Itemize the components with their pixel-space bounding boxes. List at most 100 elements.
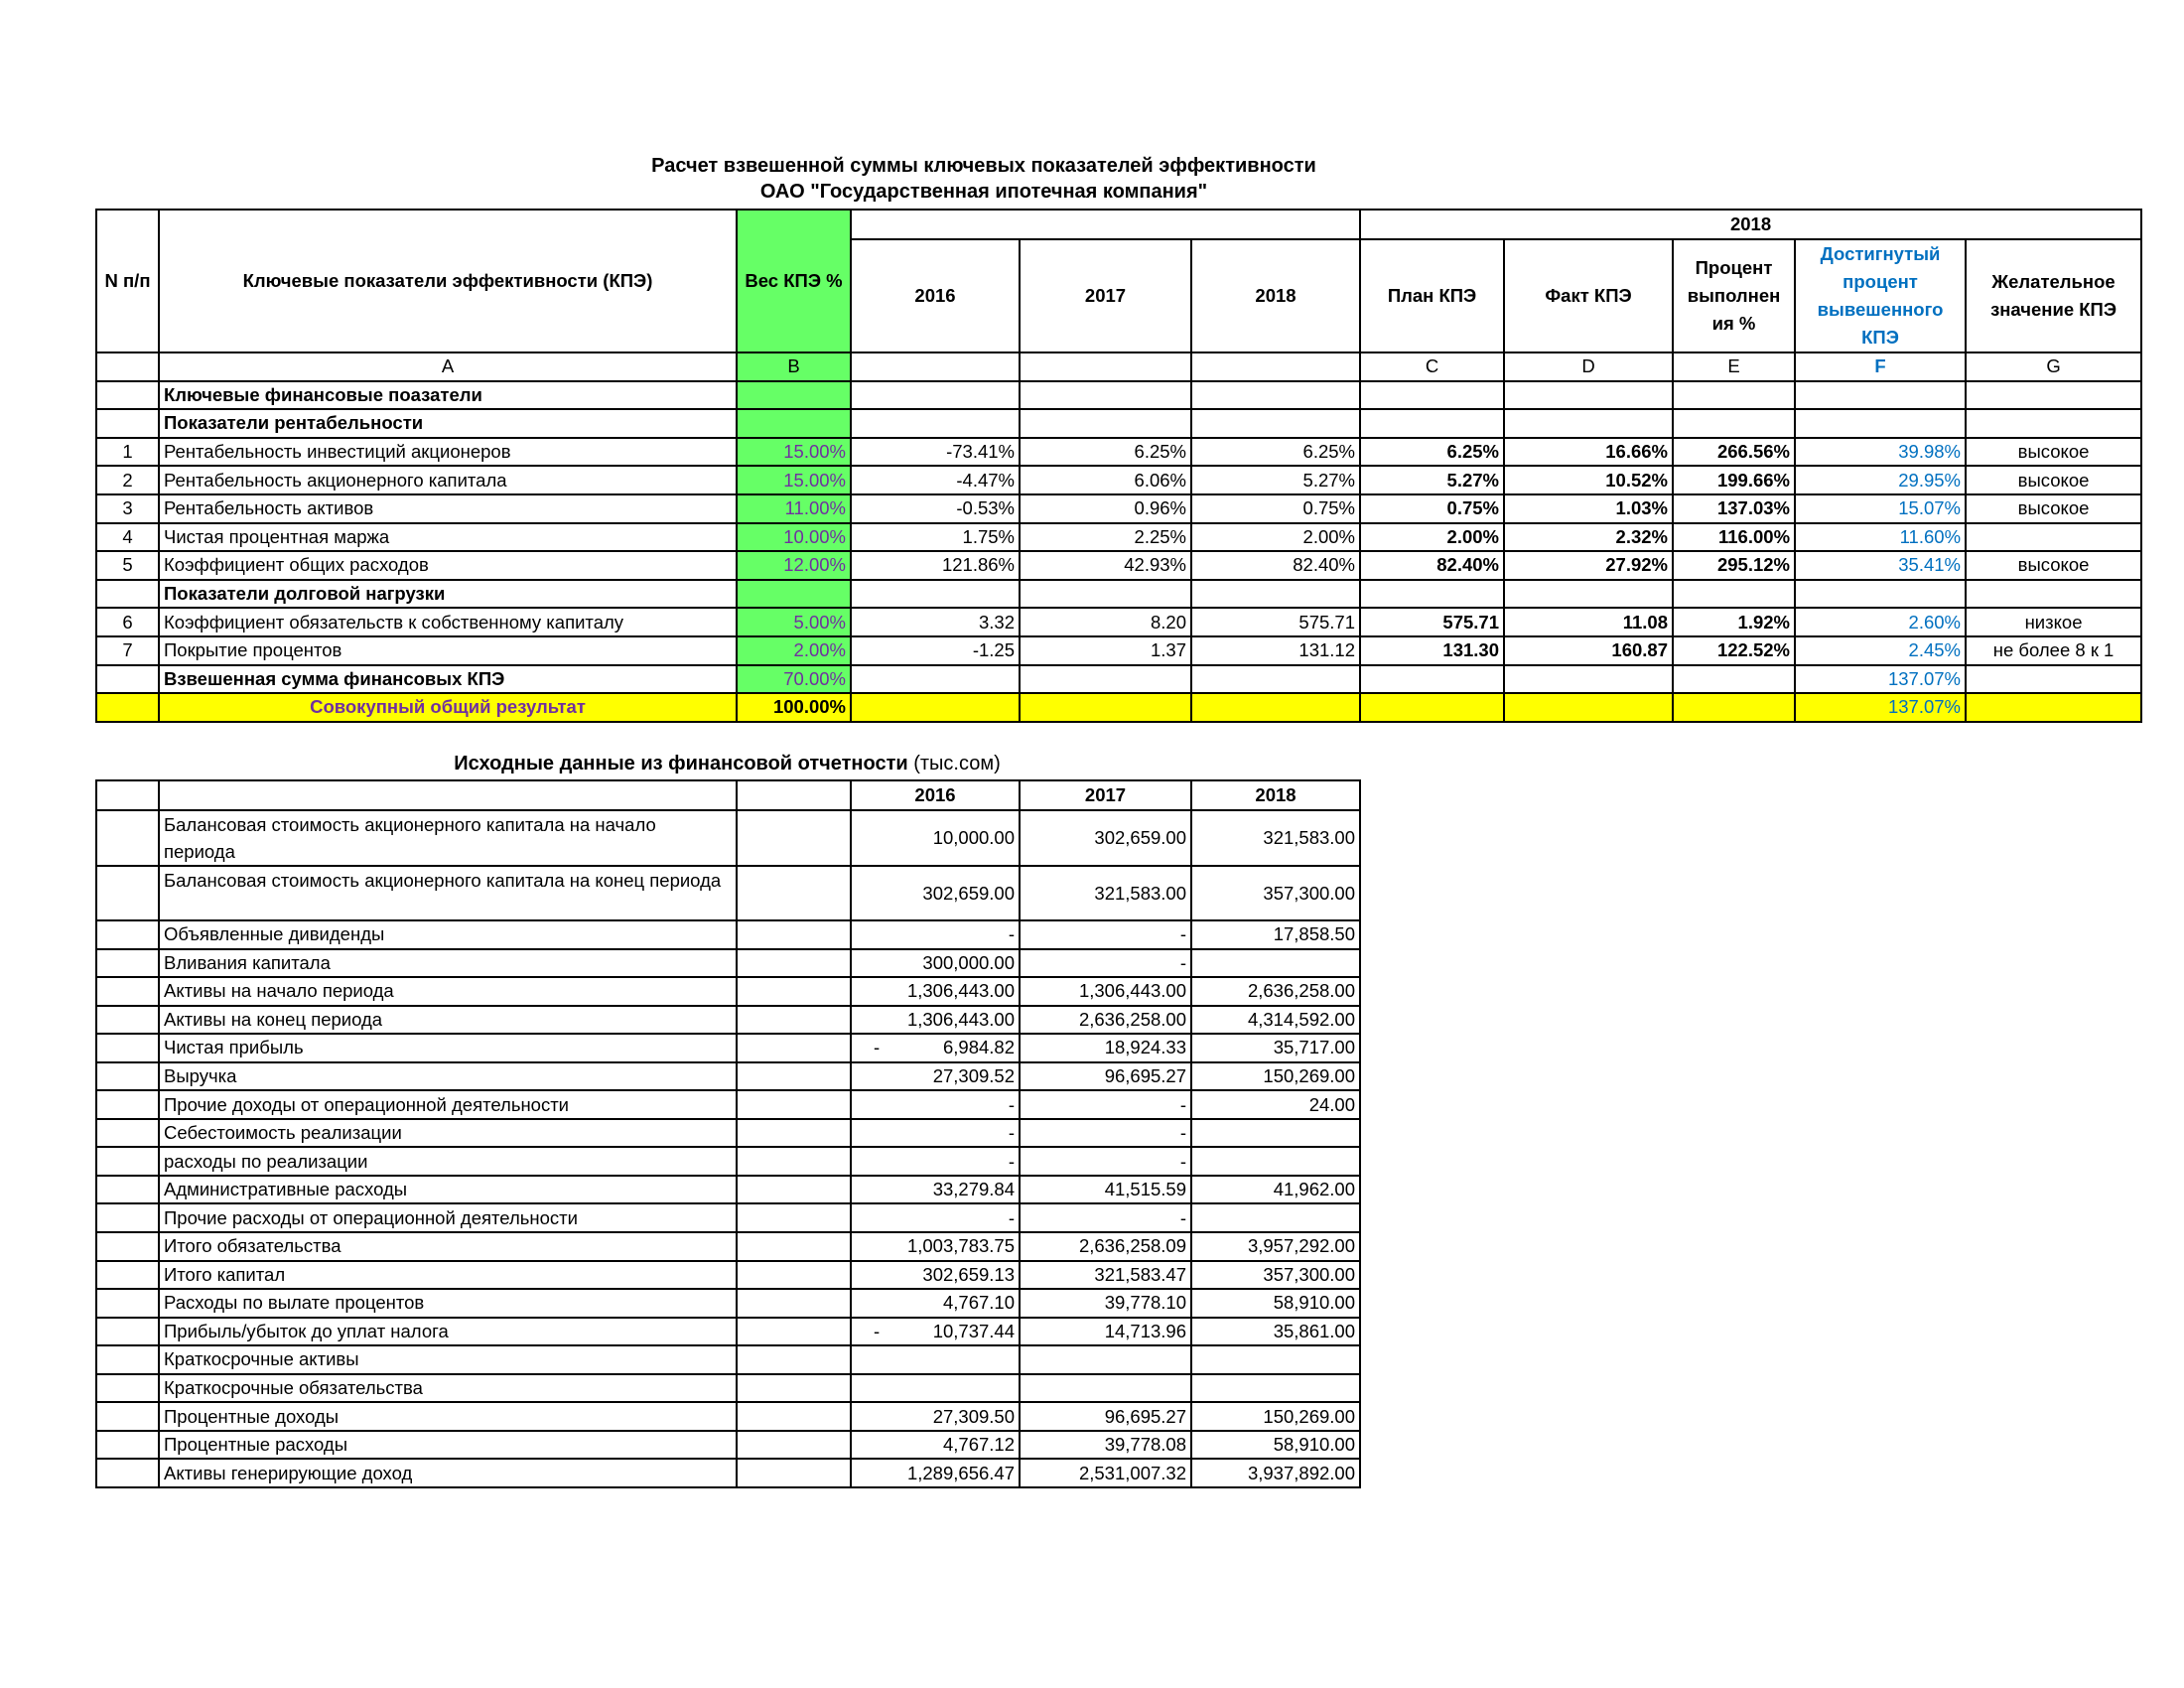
header-2017: 2017 [1019, 238, 1192, 353]
source-item-name: Балансовая стоимость акционерного капита… [158, 809, 738, 867]
achieved-weighted-percent: 137.07% [1794, 692, 1968, 723]
source-row: Активы на начало периода 1,306,443.00 1,30… [95, 976, 1361, 1007]
letter-g: G [1965, 352, 2143, 382]
plan-value [1359, 408, 1506, 439]
source-value-2018 [1190, 1202, 1361, 1233]
blank [736, 1288, 852, 1319]
header-row-group: N п/п Ключевые показатели эффективности … [95, 209, 2143, 353]
plan-value [1359, 578, 1506, 610]
plan-value: 575.71 [1359, 607, 1506, 637]
desired-value: низкое [1965, 607, 2143, 637]
kpi-weight [736, 578, 852, 610]
blank [736, 919, 852, 950]
value-2016 [850, 663, 1021, 695]
source-value-2018: 357,300.00 [1190, 865, 1361, 921]
source-row: Расходы по вылате процентов 4,767.10 39,77… [95, 1288, 1361, 1319]
achieved-weighted-percent [1794, 408, 1968, 439]
fact-value [1503, 408, 1675, 439]
plan-value [1359, 692, 1506, 723]
source-data-table: 2016 2017 2018 Балансовая стоимость акци… [95, 779, 1361, 1488]
kpi-weight [736, 408, 852, 439]
row-number [95, 578, 160, 610]
kpi-weight: 5.00% [736, 607, 852, 637]
fact-value [1503, 379, 1675, 411]
fact-value [1503, 663, 1675, 695]
source-value-2018: 58,910.00 [1190, 1288, 1361, 1319]
source-value-2016: - 6,984.82 [850, 1033, 1021, 1063]
source-item-name: Итого капитал [158, 1259, 738, 1291]
plan-value [1359, 379, 1506, 411]
achieved-weighted-percent: 15.07% [1794, 492, 1968, 524]
source-value-2017: - [1019, 1146, 1192, 1177]
source-header-2018: 2018 [1190, 779, 1361, 811]
header-num: N п/п [95, 209, 160, 353]
kpi-row: 1 Рентабельность инвестиций акционеров 15.… [95, 436, 2143, 468]
header-2016: 2016 [850, 238, 1021, 353]
achieved-weighted-percent: 35.41% [1794, 550, 1968, 581]
desired-value [1965, 578, 2143, 610]
row-number: 5 [95, 550, 160, 581]
document-title: Расчет взвешенной суммы ключевых показат… [651, 155, 1316, 177]
company-name: ОАО "Государственная ипотечная компания" [759, 181, 1208, 203]
value-2018: 0.75% [1189, 492, 1362, 524]
source-value-2018: 41,962.00 [1190, 1174, 1361, 1205]
row-number [95, 1033, 160, 1063]
letter-c: C [1359, 352, 1506, 382]
fact-value: 160.87 [1503, 634, 1675, 666]
blank [736, 1060, 852, 1092]
source-value-2018: 24.00 [1190, 1089, 1361, 1120]
blank [736, 1202, 852, 1233]
value-2016: -73.41% [850, 436, 1021, 468]
completion-percent: 266.56% [1672, 436, 1797, 468]
source-row: Итого капитал 302,659.13 321,583.47 357,300… [95, 1259, 1361, 1291]
kpi-table: N п/п Ключевые показатели эффективности … [95, 209, 2143, 723]
source-value-2017: - [1019, 947, 1192, 979]
source-value-2018 [1190, 1344, 1361, 1375]
source-value-2017: 39,778.08 [1019, 1429, 1192, 1461]
kpi-name: Совокупный общий результат [158, 692, 738, 723]
kpi-name: Рентабельность акционерного капитала [158, 465, 738, 495]
row-number [95, 1117, 160, 1149]
fact-value [1503, 692, 1675, 723]
source-value-2018 [1190, 1146, 1361, 1177]
value-2016: 1.75% [850, 521, 1021, 553]
letter-b: B [736, 352, 852, 382]
value-2016: -1.25 [850, 634, 1021, 666]
source-value-2016: 4,767.12 [850, 1429, 1021, 1461]
sum-row: Взвешенная сумма финансовых КПЭ 70.00% 137… [95, 663, 2143, 695]
blank [95, 779, 160, 811]
source-item-name: Активы на начало периода [158, 976, 738, 1007]
row-number [95, 1288, 160, 1319]
source-title: Исходные данные из финансовой отчетности… [95, 753, 1359, 775]
source-value-2018: 150,269.00 [1190, 1401, 1361, 1432]
source-value-2018: 150,269.00 [1190, 1060, 1361, 1092]
row-number [95, 1458, 160, 1488]
blank [736, 1033, 852, 1063]
kpi-name: Показатели долговой нагрузки [158, 578, 738, 610]
fact-value: 2.32% [1503, 521, 1675, 553]
negative-value: - 10,737.44 [874, 1321, 1015, 1342]
value-2016 [850, 692, 1021, 723]
source-item-name: расходы по реализации [158, 1146, 738, 1177]
source-value-2017: 1,306,443.00 [1019, 976, 1192, 1007]
source-value-2018: 4,314,592.00 [1190, 1004, 1361, 1036]
value-2016: 121.86% [850, 550, 1021, 581]
value-2017 [1019, 408, 1192, 439]
completion-percent [1672, 692, 1797, 723]
minus-sign: - [874, 1320, 881, 1341]
value-2018 [1189, 379, 1362, 411]
source-value-2017: - [1019, 1117, 1192, 1149]
row-number: 7 [95, 634, 160, 666]
source-value-2016: - [850, 1117, 1021, 1149]
kpi-row: 6 Коэффициент обязательств к собственному… [95, 607, 2143, 637]
value-2017: 6.06% [1019, 465, 1192, 495]
row-number [95, 1004, 160, 1036]
source-value-2016: 27,309.50 [850, 1401, 1021, 1432]
desired-value [1965, 692, 2143, 723]
source-value-2018: 321,583.00 [1190, 809, 1361, 867]
row-number [95, 408, 160, 439]
header-achieved: Достигнутый процент вывешенного КПЭ [1794, 238, 1968, 353]
header-name: Ключевые показатели эффективности (КПЭ) [158, 209, 738, 353]
source-row: Краткосрочные обязательства [95, 1372, 1361, 1404]
source-item-name: Объявленные дивиденды [158, 919, 738, 950]
